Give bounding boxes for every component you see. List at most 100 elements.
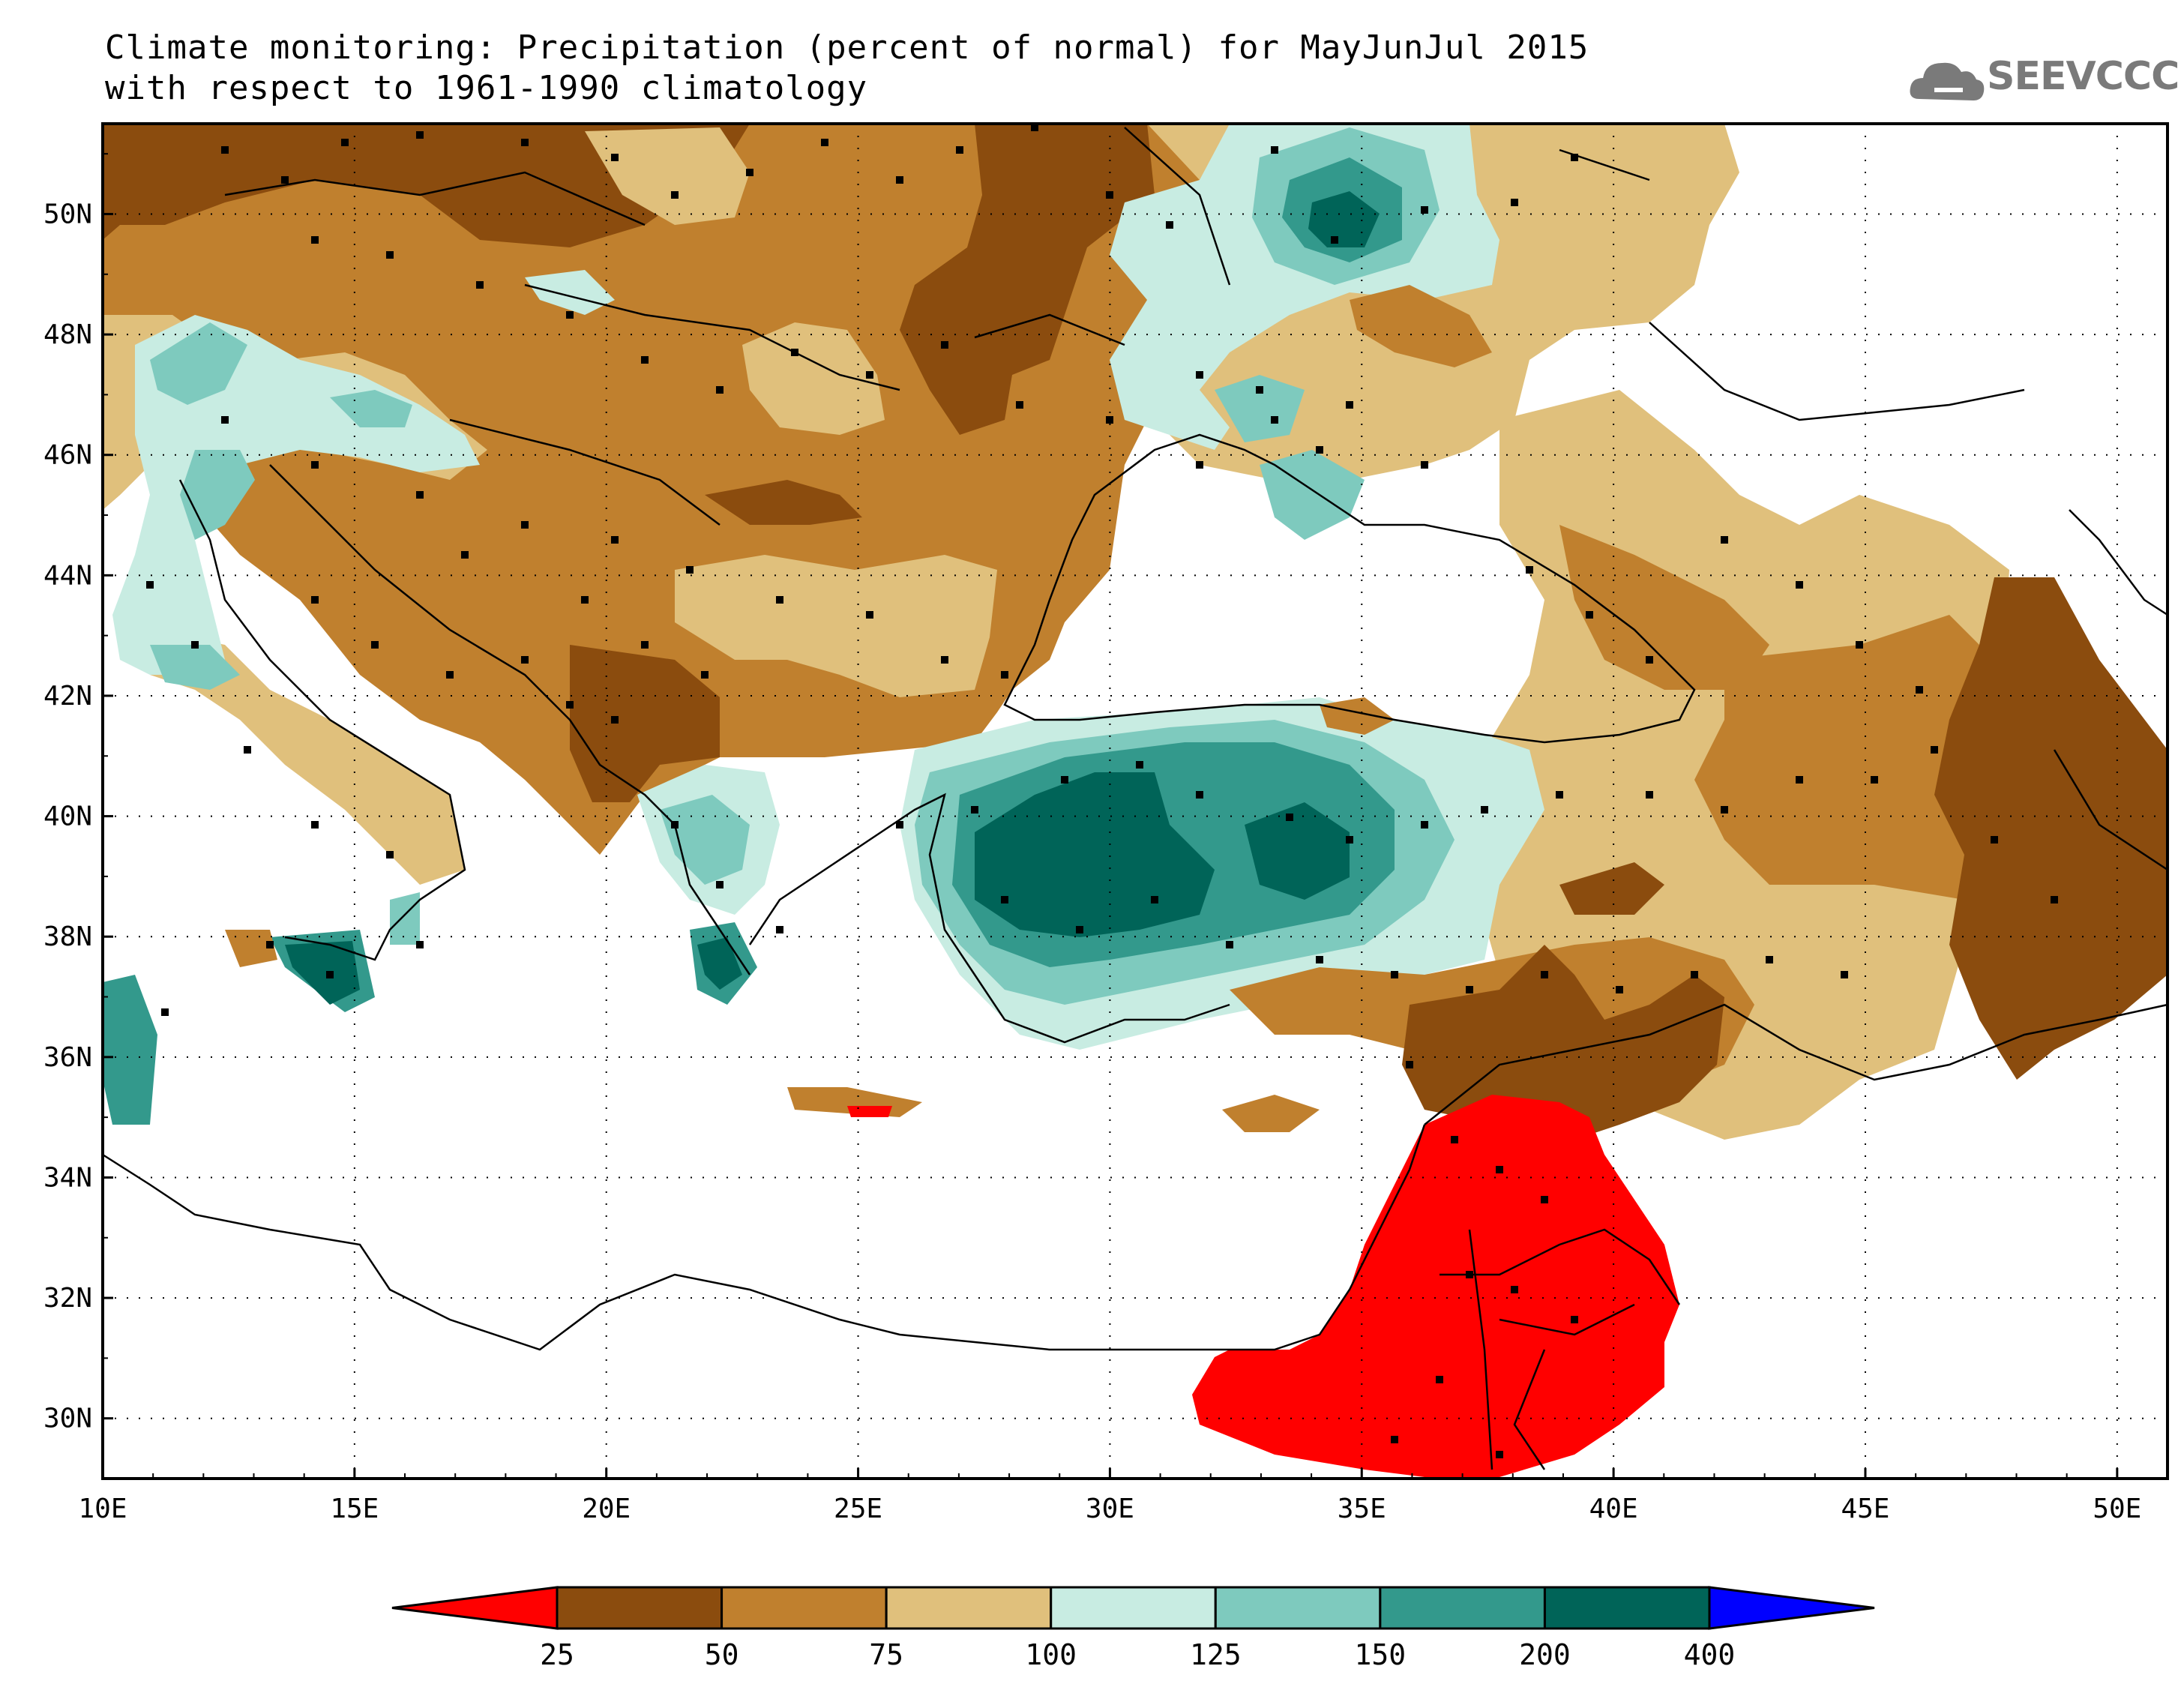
station-marker [1646,656,1653,664]
adriatic-coast [269,464,751,975]
station-marker [1421,461,1428,469]
station-marker [1856,641,1863,649]
axis-ticks: 10E 15E 20E 25E 30E 35E 40E 45E 50E 30N 32N 34N 36N 3… [43,153,2168,1524]
very-dry-zone [103,124,750,247]
station-marker [746,169,753,176]
y-tick-label: 34N [43,1162,92,1193]
station-marker [1166,221,1173,229]
legend-low-arrow [391,1586,559,1630]
station-marker [1226,941,1233,948]
legend-swatch [885,1586,1053,1630]
station-marker [1481,806,1488,814]
color-legend: 25 50 75 100 125 150 200 400 [391,1586,1875,1671]
station-marker [221,416,229,424]
legend-label: 50 [705,1638,739,1671]
station-marker [386,251,394,259]
station-marker [671,191,679,199]
station-marker [416,131,424,139]
very-dry-zone [1402,945,1724,1140]
station-marker [896,176,903,184]
station-marker [266,941,274,948]
station-marker [1556,791,1563,799]
station-marker [611,536,619,544]
station-marker [1766,956,1773,963]
y-tick-label: 38N [43,921,92,952]
station-marker [244,746,251,754]
station-marker [1931,746,1938,754]
dry-zone [225,930,277,967]
station-marker [1571,1316,1578,1323]
dry-zone [1350,285,1492,367]
slightly-dry-zone [150,630,465,885]
station-marker [1346,836,1353,844]
map-title-line-1: Climate monitoring: Precipitation (perce… [105,28,1589,67]
station-marker [1421,206,1428,214]
station-marker [1316,446,1323,454]
station-marker [1196,371,1203,379]
y-tick-label: 30N [43,1404,92,1434]
legend-label: 25 [540,1638,574,1671]
legend-swatch [1543,1586,1711,1630]
station-marker [446,671,454,679]
station-marker [1721,806,1728,814]
y-tick-label: 32N [43,1283,92,1314]
wet-zone [150,322,247,405]
very-dry-zone [705,480,862,525]
station-marker [1271,416,1278,424]
extremely-wet-zone [697,937,742,990]
legend-swatch [556,1586,724,1630]
station-marker [1721,536,1728,544]
very-dry-zone [1559,862,1664,915]
station-marker [1346,401,1353,409]
logo-text: SEEVCCC [1987,54,2180,99]
slightly-dry-zone [742,322,885,435]
dry-zone [1559,525,1769,690]
station-marker [311,236,319,244]
station-marker [476,281,484,289]
station-marker [1616,986,1623,993]
y-tick-label: 42N [43,681,92,712]
station-marker [521,656,529,664]
station-marker [311,461,319,469]
legend-swatch [1379,1586,1546,1630]
italy-coast [178,479,466,961]
legend-swatch [1050,1586,1217,1630]
station-marker [686,566,694,574]
station-marker [1331,236,1338,244]
y-tick-label: 36N [43,1042,92,1073]
station-marker [1991,836,1998,844]
station-marker [341,139,349,146]
station-marker [1406,1061,1413,1068]
station-marker [161,1008,169,1016]
map-frame [101,122,2169,1480]
slightly-dry-zone [585,127,750,225]
x-tick-label: 20E [582,1494,631,1524]
wet-zone [390,892,420,945]
east-border [1424,1003,2168,1125]
station-marker [416,491,424,499]
station-marker [581,596,589,604]
map-fill-layer [103,124,2168,1479]
station-marker [311,596,319,604]
station-marker [1466,1271,1473,1278]
north-africa-coast [102,1124,1426,1351]
slightly-wet-zone [525,270,615,315]
station-marker [1571,154,1578,161]
extremely-wet-zone [1245,802,1350,900]
legend-high-arrow [1708,1586,1875,1630]
x-tick-label: 45E [1841,1494,1889,1524]
station-marker [1796,581,1803,589]
station-marker [1586,611,1593,619]
station-marker [1646,791,1653,799]
station-marker [221,146,229,154]
x-tick-label: 10E [78,1494,127,1524]
station-marker [821,139,828,146]
legend-label: 75 [869,1638,903,1671]
wet-zone [150,645,240,690]
x-tick-label: 30E [1086,1494,1134,1524]
caspian-coast [2053,509,2168,871]
station-marker [191,641,199,649]
station-marker [1031,124,1038,131]
station-markers [146,124,2058,1458]
